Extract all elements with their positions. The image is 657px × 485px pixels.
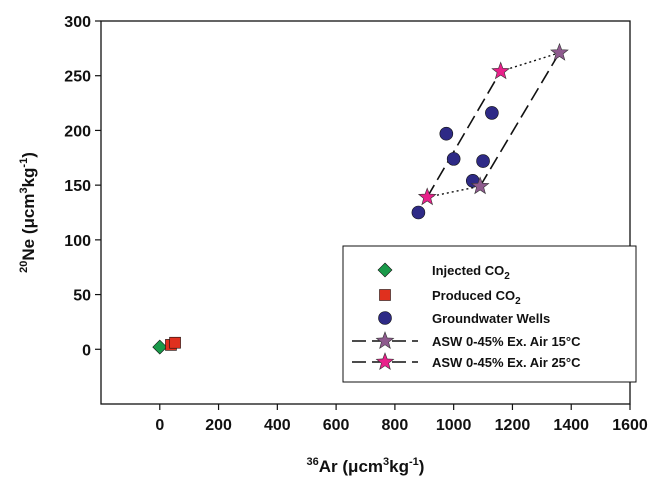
circle-point [485, 106, 499, 120]
legend-label: ASW 0-45% Ex. Air 25°C [432, 355, 581, 370]
legend-item: Injected CO2 [377, 262, 510, 282]
legend-star-icon [375, 352, 395, 370]
y-tick-label: 50 [73, 288, 91, 305]
legend-label: Produced CO2 [432, 288, 521, 307]
star-point [550, 42, 569, 61]
legend-item: ASW 0-45% Ex. Air 15°C [352, 331, 581, 349]
diamond-point [152, 339, 168, 355]
circle-point [446, 152, 461, 166]
square-point [169, 336, 181, 349]
y-tick-label: 200 [64, 123, 91, 140]
dotted-connector-line [500, 52, 560, 73]
legend-label: ASW 0-45% Ex. Air 15°C [432, 334, 581, 349]
star-point [417, 187, 437, 206]
y-axis-title: 20Ne (μcm3kg-1) [18, 152, 38, 273]
y-tick-label: 100 [64, 233, 91, 250]
circle-point [439, 126, 454, 141]
dotted-connector-line [427, 185, 481, 198]
legend: Injected CO2 Produced CO2 Groundwater Well… [342, 245, 637, 383]
x-tick-label: 1000 [436, 417, 472, 434]
asw-trend-line [479, 52, 561, 187]
x-tick-label: 1200 [495, 417, 531, 434]
x-tick-label: 0 [155, 417, 164, 434]
x-axis-title: 36Ar (μcm3kg-1) [307, 456, 425, 476]
x-tick-label: 200 [205, 417, 232, 434]
legend-diamond-icon [377, 262, 393, 278]
y-tick-label: 0 [82, 342, 91, 359]
x-tick-label: 1400 [553, 417, 589, 434]
star-point [470, 176, 490, 195]
x-tick-label: 800 [382, 417, 409, 434]
legend-item: ASW 0-45% Ex. Air 25°C [352, 352, 581, 370]
x-tick-label: 400 [264, 417, 291, 434]
x-tick-label: 1600 [612, 417, 648, 434]
legend-item: Produced CO2 [379, 288, 521, 307]
y-tick-label: 250 [64, 69, 91, 86]
legend-star-icon [375, 331, 395, 349]
plot-area-frame [100, 20, 631, 405]
tick-layer: 0 200 400 600 800 1000 1200 1400 1600 0 50 100 150 20… [64, 14, 648, 434]
y-tick-label: 300 [64, 14, 91, 31]
x-tick-label: 600 [323, 417, 350, 434]
series-layer [152, 42, 569, 355]
legend-label: Groundwater Wells [432, 311, 550, 326]
asw-trend-line [426, 70, 502, 198]
legend-circle-icon [378, 311, 392, 325]
star-point [491, 61, 511, 80]
circle-point [411, 205, 426, 220]
circle-point [476, 154, 490, 168]
y-tick-label: 150 [64, 178, 91, 195]
legend-label: Injected CO2 [432, 263, 510, 282]
legend-item: Groundwater Wells [378, 311, 550, 326]
legend-square-icon [379, 289, 391, 301]
